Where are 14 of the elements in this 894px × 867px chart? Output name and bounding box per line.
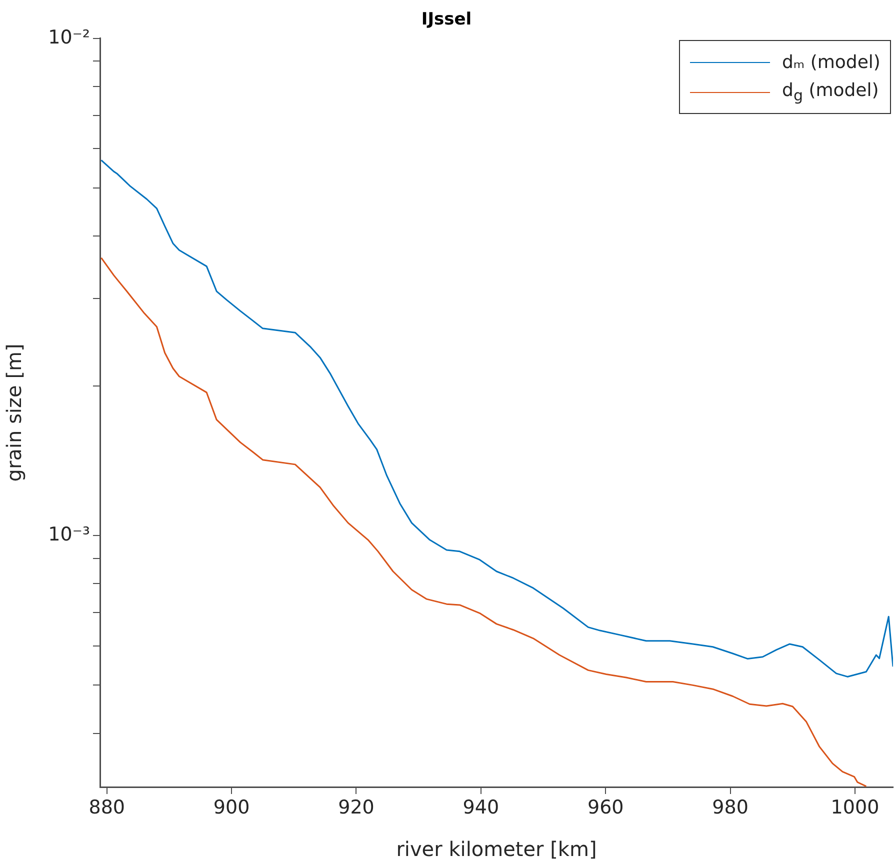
x-tick-label: 880 — [88, 796, 125, 818]
x-axis-title: river kilometer [km] — [396, 837, 597, 862]
y-axis-title: grain size [m] — [2, 344, 26, 482]
x-tick-label: 900 — [213, 796, 250, 818]
chart-title: IJssel — [421, 10, 472, 30]
x-tick-label: 920 — [338, 796, 374, 818]
legend-label: dₘ (model) — [782, 52, 880, 73]
legend-label: d$_{g}$ (model) — [782, 80, 879, 105]
x-tick-label: 940 — [462, 796, 500, 818]
y-tick-label: 10⁻³ — [48, 523, 90, 546]
x-tick-label: 1000 — [830, 796, 880, 818]
y-tick-label: 10⁻² — [48, 26, 90, 48]
x-tick-label: 960 — [587, 796, 624, 818]
x-tick-label: 980 — [712, 796, 748, 818]
